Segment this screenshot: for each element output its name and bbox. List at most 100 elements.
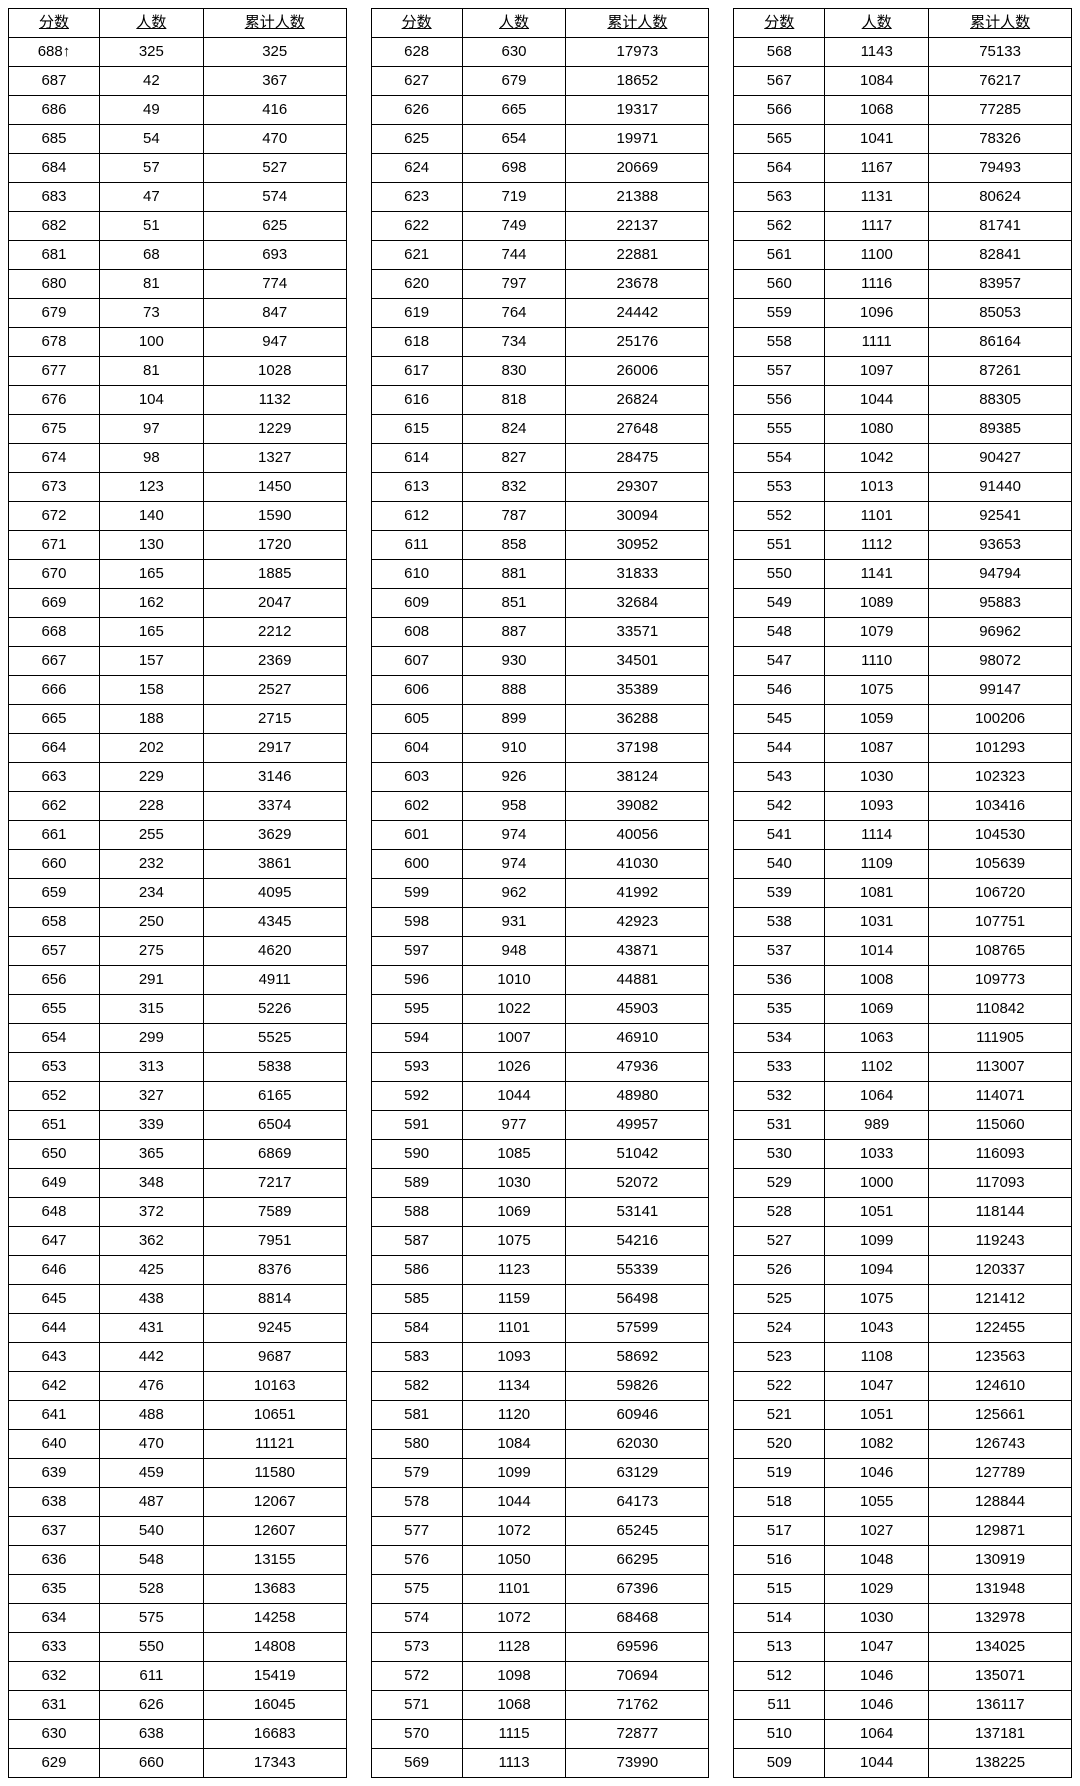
cell-score: 532	[734, 1082, 825, 1111]
cell-score: 670	[9, 560, 100, 589]
header-score: 分数	[371, 9, 462, 38]
cell-count: 73	[99, 299, 203, 328]
cell-cumulative: 128844	[929, 1488, 1072, 1517]
cell-score: 586	[371, 1256, 462, 1285]
score-block-0: 分数人数累计人数688↑3253256874236768649416685544…	[8, 8, 347, 1778]
cell-score: 583	[371, 1343, 462, 1372]
cell-score: 564	[734, 154, 825, 183]
cell-cumulative: 3374	[203, 792, 346, 821]
cell-score: 675	[9, 415, 100, 444]
cell-score: 597	[371, 937, 462, 966]
table-row: 6711301720	[9, 531, 347, 560]
cell-count: 442	[99, 1343, 203, 1372]
cell-cumulative: 20669	[566, 154, 709, 183]
cell-cumulative: 67396	[566, 1575, 709, 1604]
table-row: 595102245903	[371, 995, 709, 1024]
cell-score: 604	[371, 734, 462, 763]
table-row: 63261115419	[9, 1662, 347, 1691]
cell-cumulative: 774	[203, 270, 346, 299]
cell-cumulative: 13155	[203, 1546, 346, 1575]
cell-score: 618	[371, 328, 462, 357]
cell-cumulative: 39082	[566, 792, 709, 821]
cell-score: 656	[9, 966, 100, 995]
cell-count: 158	[99, 676, 203, 705]
cell-cumulative: 45903	[566, 995, 709, 1024]
cell-score: 632	[9, 1662, 100, 1691]
cell-count: 665	[462, 96, 566, 125]
table-row: 62274922137	[371, 212, 709, 241]
cell-count: 202	[99, 734, 203, 763]
cell-count: 327	[99, 1082, 203, 1111]
cell-cumulative: 2917	[203, 734, 346, 763]
cell-score: 535	[734, 995, 825, 1024]
cell-count: 1046	[825, 1459, 929, 1488]
cell-cumulative: 3629	[203, 821, 346, 850]
table-row: 5251075121412	[734, 1285, 1072, 1314]
score-block-2: 分数人数累计人数56811437513356710847621756610687…	[733, 8, 1072, 1778]
cell-cumulative: 91440	[929, 473, 1072, 502]
cell-cumulative: 129871	[929, 1517, 1072, 1546]
cell-count: 1026	[462, 1053, 566, 1082]
cell-score: 681	[9, 241, 100, 270]
cell-cumulative: 120337	[929, 1256, 1072, 1285]
cell-cumulative: 137181	[929, 1720, 1072, 1749]
table-row: 62966017343	[9, 1749, 347, 1778]
cell-count: 1089	[825, 589, 929, 618]
cell-count: 1030	[462, 1169, 566, 1198]
cell-score: 521	[734, 1401, 825, 1430]
table-row: 6523276165	[9, 1082, 347, 1111]
table-row: 60197440056	[371, 821, 709, 850]
cell-count: 362	[99, 1227, 203, 1256]
cell-count: 255	[99, 821, 203, 850]
cell-count: 1120	[462, 1401, 566, 1430]
table-row: 554104290427	[734, 444, 1072, 473]
cell-count: 1084	[825, 67, 929, 96]
cell-count: 1101	[462, 1575, 566, 1604]
cell-cumulative: 22137	[566, 212, 709, 241]
table-row: 59197749957	[371, 1111, 709, 1140]
table-row: 581112060946	[371, 1401, 709, 1430]
cell-count: 881	[462, 560, 566, 589]
cell-score: 530	[734, 1140, 825, 1169]
cell-count: 1141	[825, 560, 929, 589]
cell-score: 579	[371, 1459, 462, 1488]
table-row: 61482728475	[371, 444, 709, 473]
cell-cumulative: 72877	[566, 1720, 709, 1749]
cell-cumulative: 7217	[203, 1169, 346, 1198]
cell-cumulative: 527	[203, 154, 346, 183]
cell-cumulative: 325	[203, 38, 346, 67]
table-row: 569111373990	[371, 1749, 709, 1778]
cell-score: 525	[734, 1285, 825, 1314]
cell-score: 619	[371, 299, 462, 328]
cell-count: 372	[99, 1198, 203, 1227]
cell-cumulative: 111905	[929, 1024, 1072, 1053]
table-row: 547111098072	[734, 647, 1072, 676]
cell-count: 1029	[825, 1575, 929, 1604]
cell-score: 686	[9, 96, 100, 125]
cell-cumulative: 130919	[929, 1546, 1072, 1575]
table-row: 6513396504	[9, 1111, 347, 1140]
cell-score: 625	[371, 125, 462, 154]
cell-score: 671	[9, 531, 100, 560]
cell-score: 529	[734, 1169, 825, 1198]
cell-score: 652	[9, 1082, 100, 1111]
cell-cumulative: 89385	[929, 415, 1072, 444]
cell-score: 511	[734, 1691, 825, 1720]
header-score: 分数	[9, 9, 100, 38]
table-row: 64047011121	[9, 1430, 347, 1459]
cell-cumulative: 19971	[566, 125, 709, 154]
cell-count: 476	[99, 1372, 203, 1401]
table-row: 6632293146	[9, 763, 347, 792]
table-row: 5091044138225	[734, 1749, 1072, 1778]
cell-cumulative: 64173	[566, 1488, 709, 1517]
table-row: 62079723678	[371, 270, 709, 299]
cell-cumulative: 416	[203, 96, 346, 125]
table-row: 5441087101293	[734, 734, 1072, 763]
cell-count: 550	[99, 1633, 203, 1662]
table-row: 576105066295	[371, 1546, 709, 1575]
table-row: 6533135838	[9, 1053, 347, 1082]
cell-count: 49	[99, 96, 203, 125]
cell-count: 1085	[462, 1140, 566, 1169]
table-row: 5121046135071	[734, 1662, 1072, 1691]
cell-score: 607	[371, 647, 462, 676]
